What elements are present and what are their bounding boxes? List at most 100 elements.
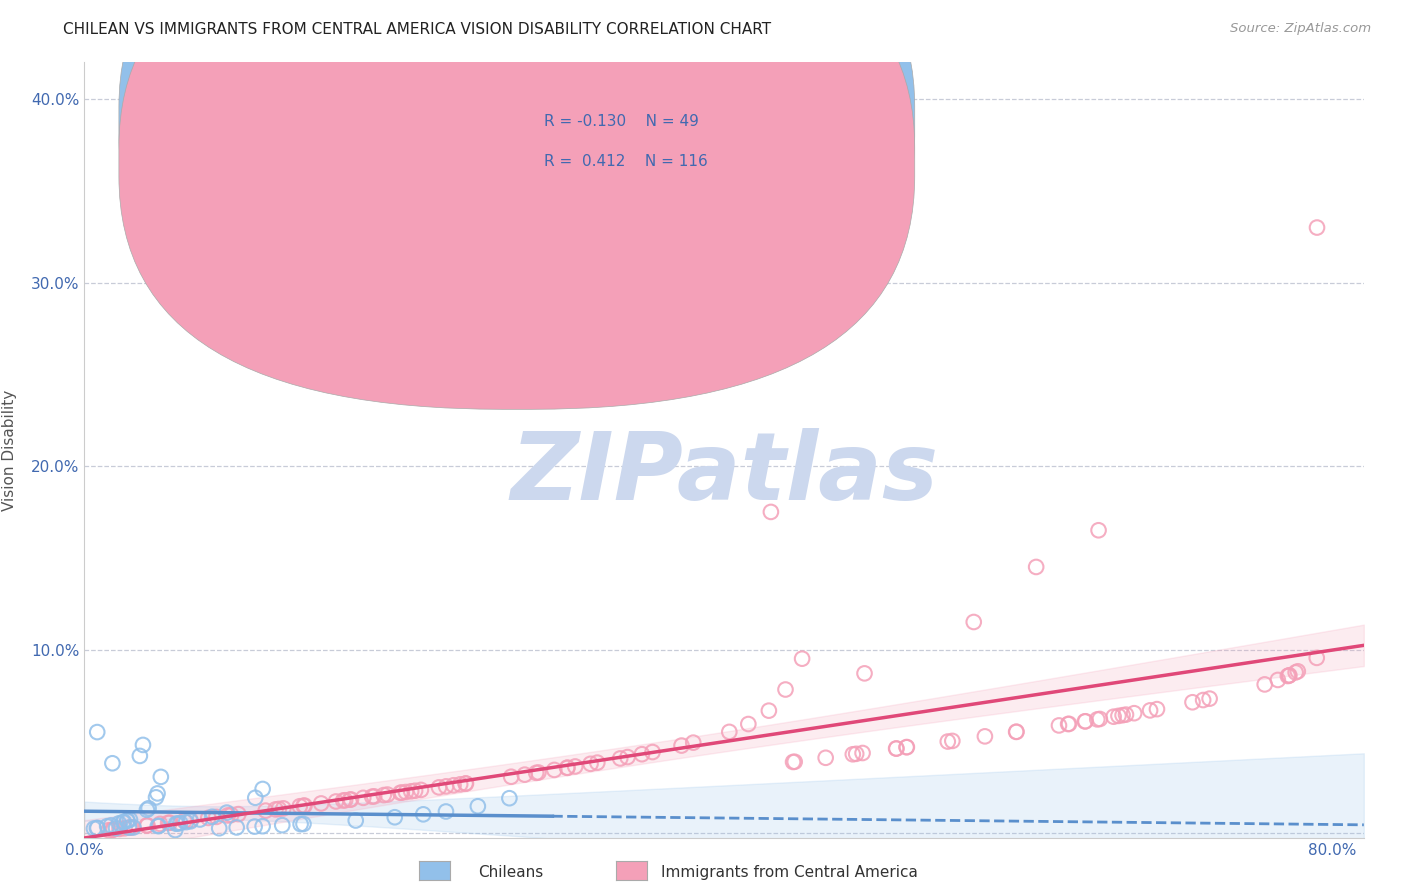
Point (219, 808, 242, 822)
Point (117, 814, 139, 828)
Point (180, 814, 202, 829)
Point (377, 788, 399, 802)
Point (936, 734, 959, 748)
Point (373, 788, 395, 802)
Point (896, 740, 918, 755)
Point (352, 790, 374, 805)
Text: R = -0.130    N = 49: R = -0.130 N = 49 (544, 114, 699, 129)
Point (254, 804, 277, 818)
Point (790, 651, 813, 665)
Point (1285, 665, 1308, 680)
Point (1085, 712, 1108, 726)
Point (108, 816, 131, 830)
Point (524, 765, 547, 780)
Point (1057, 717, 1080, 731)
Point (853, 666, 876, 681)
Text: Chileans: Chileans (478, 865, 543, 880)
Point (179, 813, 201, 827)
Point (1047, 718, 1070, 732)
Point (1074, 714, 1097, 729)
Point (290, 817, 312, 831)
Point (501, 770, 523, 784)
Point (128, 748, 150, 763)
Point (121, 821, 143, 835)
Point (1102, 709, 1125, 723)
Point (101, 822, 124, 837)
Point (896, 740, 918, 755)
Text: Immigrants from Central America: Immigrants from Central America (661, 865, 918, 880)
Point (228, 807, 250, 822)
Point (845, 747, 868, 761)
Point (434, 805, 457, 819)
Text: R =  0.412    N = 116: R = 0.412 N = 116 (544, 154, 707, 169)
Point (1278, 668, 1301, 682)
Point (166, 816, 188, 830)
Point (579, 756, 602, 771)
Point (391, 786, 413, 800)
Point (86, 725, 108, 739)
Point (557, 761, 579, 775)
Point (325, 795, 347, 809)
Point (384, 810, 406, 824)
Point (101, 756, 124, 771)
Point (165, 823, 187, 838)
Point (498, 791, 520, 805)
Point (1074, 714, 1097, 729)
Point (641, 745, 664, 759)
Point (363, 789, 385, 804)
Point (264, 802, 287, 816)
Point (1277, 669, 1299, 683)
Point (631, 747, 654, 762)
Point (775, 682, 797, 697)
Point (759, 505, 782, 519)
Point (112, 814, 135, 829)
Point (174, 815, 197, 830)
Point (135, 803, 157, 817)
Point (842, 747, 865, 762)
Point (344, 814, 367, 828)
Point (543, 763, 565, 777)
Point (132, 738, 155, 752)
Point (135, 819, 157, 833)
Point (395, 785, 418, 799)
Point (1139, 703, 1161, 717)
Point (86, 821, 108, 835)
Point (884, 741, 907, 756)
Point (586, 756, 609, 770)
Point (146, 819, 169, 833)
Point (103, 822, 125, 837)
Point (294, 798, 316, 813)
Point (1181, 695, 1204, 709)
Point (1005, 724, 1028, 739)
Point (1267, 673, 1289, 687)
Point (682, 736, 704, 750)
Point (1146, 702, 1168, 716)
Point (783, 755, 806, 769)
Point (361, 789, 384, 804)
Point (114, 822, 136, 836)
Point (513, 767, 536, 781)
Point (86, 821, 108, 835)
Point (149, 817, 172, 831)
Point (138, 801, 160, 815)
Point (339, 792, 361, 806)
Point (245, 790, 267, 805)
Point (609, 751, 631, 765)
Point (1005, 724, 1028, 739)
Text: CHILEAN VS IMMIGRANTS FROM CENTRAL AMERICA VISION DISABILITY CORRELATION CHART: CHILEAN VS IMMIGRANTS FROM CENTRAL AMERI… (63, 22, 772, 37)
Point (332, 793, 354, 807)
Point (399, 784, 422, 798)
Point (148, 819, 170, 833)
Point (108, 822, 131, 836)
Point (671, 739, 693, 753)
Point (197, 811, 219, 825)
Point (941, 734, 963, 748)
Point (122, 821, 145, 835)
Point (333, 793, 356, 807)
Point (404, 783, 426, 797)
Point (963, 615, 986, 629)
Point (169, 816, 191, 830)
Point (205, 810, 228, 824)
Point (217, 808, 239, 822)
Point (252, 781, 274, 796)
